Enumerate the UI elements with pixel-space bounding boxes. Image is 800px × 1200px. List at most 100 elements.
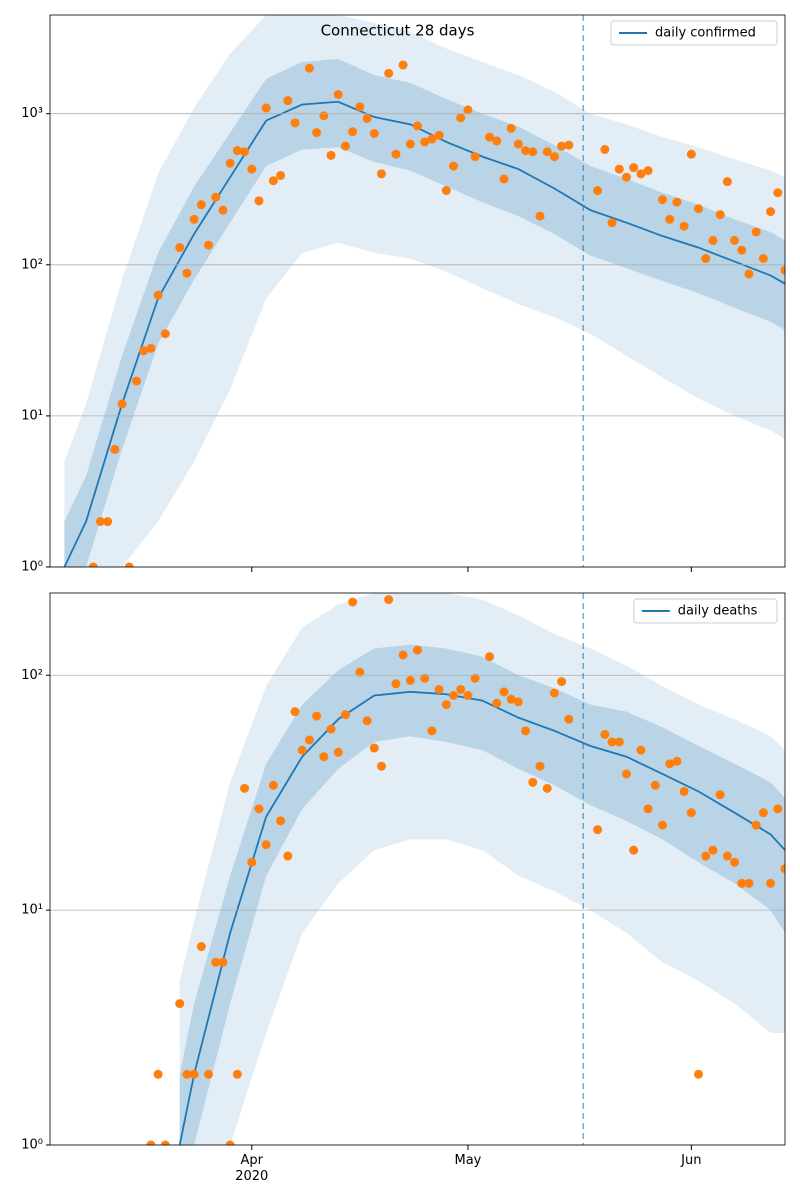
observed-point (658, 195, 667, 205)
observed-point (564, 714, 574, 724)
observed-point (499, 687, 509, 697)
observed-point (600, 729, 610, 739)
observed-point (708, 235, 718, 245)
observed-point (665, 214, 675, 224)
observed-point (686, 808, 696, 818)
observed-point (614, 164, 624, 174)
observed-point (196, 200, 206, 210)
observed-point (413, 121, 422, 131)
observed-point (557, 141, 567, 151)
observed-point (218, 957, 228, 967)
observed-point (182, 1069, 192, 1079)
observed-point (780, 265, 785, 275)
observed-point (694, 1069, 704, 1079)
observed-point (773, 188, 783, 198)
observed-point (333, 89, 343, 99)
observed-point (124, 562, 134, 567)
observed-point (103, 517, 113, 527)
axes-frame (49, 14, 786, 568)
observed-point (492, 698, 502, 708)
observed-point (232, 1069, 242, 1079)
observed-point (535, 761, 545, 771)
observed-point (218, 205, 228, 215)
observed-point (463, 105, 473, 115)
observed-point (549, 688, 559, 698)
observed-point (225, 158, 235, 168)
observed-point (146, 1140, 156, 1145)
observed-point (607, 737, 617, 747)
observed-point (204, 240, 214, 250)
observed-point (513, 139, 523, 149)
observed-point (528, 777, 538, 787)
observed-point (650, 780, 660, 790)
observed-point (254, 196, 264, 206)
y-tick-label: 10¹ (21, 903, 43, 918)
observed-point (607, 218, 617, 228)
y-tick-label: 10⁰ (21, 560, 43, 575)
observed-point (492, 136, 502, 146)
observed-point (268, 176, 278, 186)
observed-point (175, 999, 185, 1009)
legend-box (633, 598, 778, 624)
observed-point (557, 677, 567, 687)
y-tick-label: 10³ (21, 106, 43, 121)
x-tick-label: Apr 2020 (235, 1153, 269, 1184)
observed-point (506, 123, 516, 133)
legend-label: daily deaths (678, 604, 758, 619)
observed-point (751, 227, 761, 237)
plot-area (63, 15, 785, 567)
observed-point (463, 691, 473, 701)
observed-point (737, 245, 747, 255)
observed-point (521, 146, 531, 156)
observed-point (276, 816, 286, 826)
plot-area (146, 593, 785, 1145)
observed-point (766, 207, 776, 217)
observed-point (643, 166, 653, 176)
observed-point (773, 804, 783, 814)
y-tick-label: 10⁰ (21, 1138, 43, 1153)
observed-point (780, 864, 785, 874)
observed-point (744, 878, 754, 888)
chart-title: Connecticut 28 days (321, 22, 475, 40)
observed-point (268, 780, 278, 790)
observed-point (441, 186, 451, 196)
observed-point (434, 130, 444, 140)
observed-point (319, 111, 329, 121)
observed-point (304, 63, 314, 73)
observed-point (139, 346, 149, 356)
observed-point (211, 192, 221, 202)
observed-point (319, 752, 329, 762)
observed-point (758, 808, 768, 818)
observed-point (369, 128, 379, 138)
observed-point (290, 118, 300, 128)
observed-point (211, 957, 221, 967)
observed-point (730, 235, 740, 245)
observed-point (290, 707, 300, 717)
observed-point (672, 197, 682, 207)
observed-point (160, 1140, 170, 1145)
observed-point (340, 141, 350, 151)
observed-point (398, 60, 408, 70)
observed-point (614, 737, 624, 747)
observed-point (182, 268, 192, 278)
observed-point (232, 146, 242, 156)
observed-point (420, 137, 430, 147)
observed-point (384, 68, 394, 78)
observed-point (715, 790, 725, 800)
x-tick-label: May (454, 1153, 482, 1168)
y-tick-label: 10² (21, 257, 43, 272)
observed-point (535, 211, 545, 221)
uncertainty-band (179, 644, 785, 1145)
observed-point (722, 177, 732, 187)
observed-point (240, 783, 250, 793)
observed-point (153, 1069, 163, 1079)
observed-point (521, 726, 531, 736)
axes-frame (49, 592, 786, 1146)
observed-point (694, 204, 704, 214)
observed-point (621, 172, 631, 182)
observed-point (312, 711, 322, 721)
observed-point (146, 343, 156, 353)
observed-point (254, 804, 264, 814)
